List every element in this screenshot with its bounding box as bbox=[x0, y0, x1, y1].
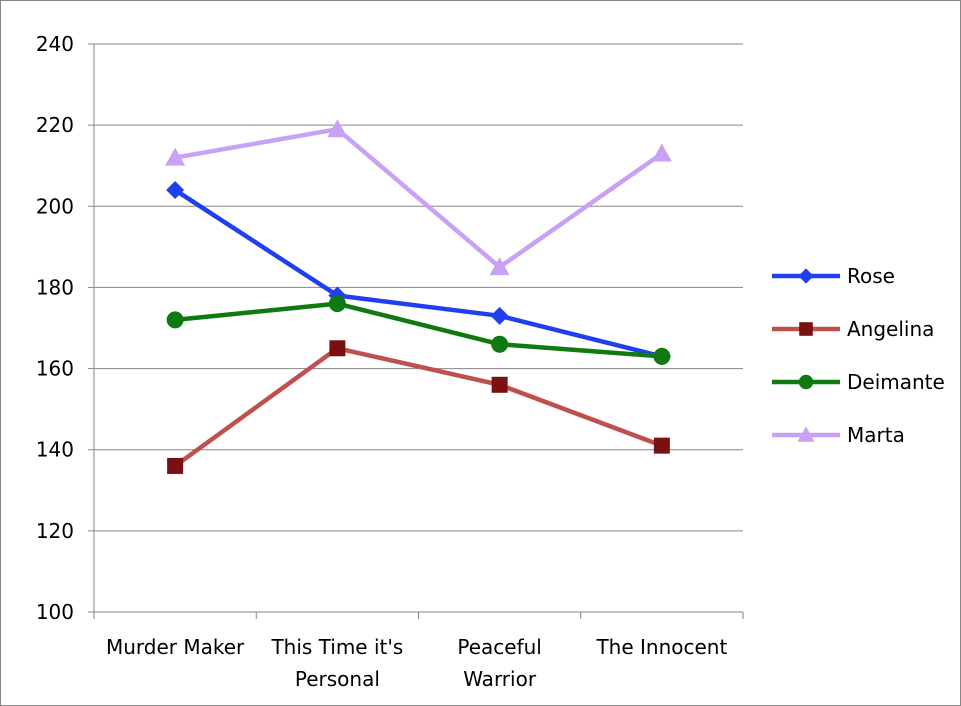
y-tick-label: 220 bbox=[36, 113, 74, 137]
y-tick-label: 240 bbox=[36, 32, 74, 56]
series-line-deimante bbox=[172, 301, 665, 359]
y-tick-label: 140 bbox=[36, 438, 74, 462]
series-line-rose bbox=[172, 187, 665, 359]
series-lines bbox=[165, 119, 672, 474]
x-tick-label-line: Personal bbox=[295, 667, 380, 691]
series-line-angelina bbox=[172, 346, 665, 469]
point-angelina bbox=[653, 437, 670, 454]
x-tick-label-line: This Time it's bbox=[270, 635, 403, 659]
x-tick-label-line: Warrior bbox=[463, 667, 537, 691]
legend-label-marta: Marta bbox=[847, 423, 905, 447]
legend-marker-rose bbox=[798, 268, 814, 284]
point-deimante bbox=[491, 335, 509, 353]
legend-label-rose: Rose bbox=[847, 264, 895, 288]
y-tick-label: 180 bbox=[36, 275, 74, 299]
point-rose bbox=[490, 306, 509, 325]
y-tick-label: 120 bbox=[36, 519, 74, 543]
legend-label-deimante: Deimante bbox=[847, 370, 945, 394]
point-marta bbox=[651, 143, 672, 162]
legend-marker-deimante bbox=[798, 374, 814, 390]
x-tick-label-line: Murder Maker bbox=[106, 635, 245, 659]
x-tick-label-line: The Innocent bbox=[595, 635, 727, 659]
legend-marker-marta bbox=[797, 426, 815, 442]
x-tick-label: The Innocent bbox=[595, 635, 727, 659]
x-axis-ticks: Murder Maker This Time it's Personal Peacef… bbox=[106, 635, 727, 691]
y-tick-label: 100 bbox=[36, 600, 74, 624]
legend-marker-angelina bbox=[799, 322, 813, 336]
point-angelina bbox=[329, 340, 346, 357]
point-rose bbox=[166, 181, 185, 200]
point-angelina bbox=[491, 376, 508, 393]
series-line-marta bbox=[172, 126, 665, 270]
x-tick-label: This Time it's Personal bbox=[270, 635, 403, 691]
y-tick-label: 200 bbox=[36, 194, 74, 218]
x-tick-label: Peaceful Warrior bbox=[457, 635, 541, 691]
legend: Rose Angelina Deimante Marta bbox=[772, 264, 945, 447]
point-deimante bbox=[328, 295, 346, 313]
point-deimante bbox=[653, 347, 671, 365]
point-deimante bbox=[166, 311, 184, 329]
point-angelina bbox=[167, 457, 184, 474]
y-axis-ticks: 100 120 140 160 180 200 220 240 bbox=[36, 32, 74, 624]
point-marta bbox=[165, 147, 186, 166]
x-tick-label: Murder Maker bbox=[106, 635, 245, 659]
x-tick-label-line: Peaceful bbox=[457, 635, 541, 659]
y-tick-label: 160 bbox=[36, 357, 74, 381]
point-marta bbox=[489, 257, 510, 276]
legend-label-angelina: Angelina bbox=[847, 317, 934, 341]
gridlines bbox=[94, 43, 743, 532]
axes bbox=[88, 43, 744, 619]
point-marta bbox=[327, 119, 348, 138]
